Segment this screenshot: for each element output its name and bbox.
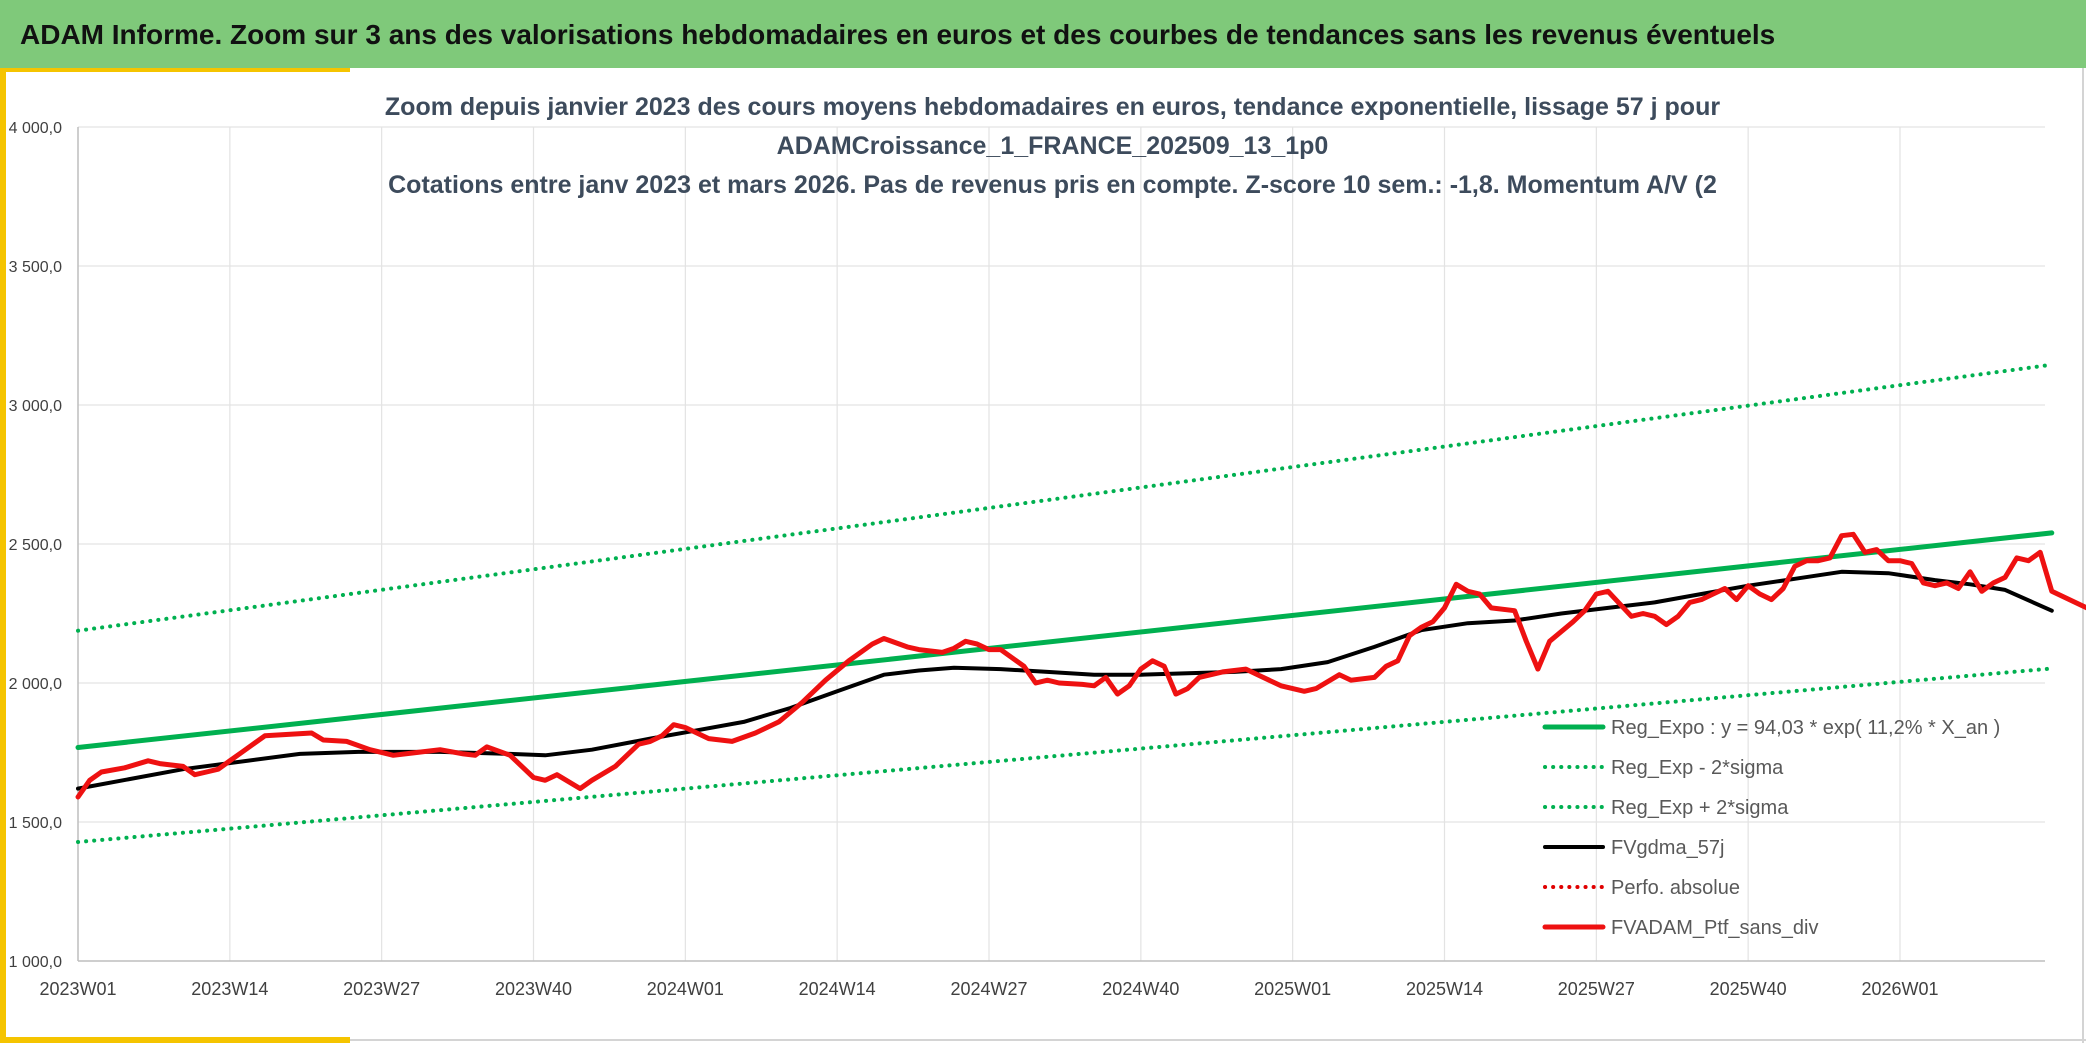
y-tick-label: 2 000,0 [9, 676, 62, 693]
page-title: ADAM Informe. Zoom sur 3 ans des valoris… [20, 19, 1776, 50]
y-tick-label: 1 500,0 [9, 815, 62, 832]
x-tick-label: 2023W40 [495, 979, 572, 999]
x-tick-label: 2023W27 [343, 979, 420, 999]
right-border [2082, 68, 2084, 1043]
x-tick-label: 2024W27 [950, 979, 1027, 999]
left-accent-bar [0, 68, 6, 1043]
y-tick-label: 2 500,0 [9, 537, 62, 554]
x-tick-label: 2023W01 [39, 979, 116, 999]
chart-title: Zoom depuis janvier 2023 des cours moyen… [60, 88, 2045, 205]
top-accent-line [0, 68, 350, 72]
bottom-border [350, 1039, 2086, 1041]
x-tick-label: 2025W40 [1710, 979, 1787, 999]
series-line-6 [75, 531, 2086, 800]
x-tick-label: 2026W01 [1861, 979, 1938, 999]
series-line-4 [76, 569, 2054, 791]
legend-label-5: Perfo. absolue [1611, 877, 1740, 899]
x-tick-label: 2025W27 [1558, 979, 1635, 999]
chart-title-line-1: Zoom depuis janvier 2023 des cours moyen… [384, 93, 1721, 121]
series-line-1 [75, 530, 2055, 750]
header-bar: ADAM Informe. Zoom sur 3 ans des valoris… [0, 0, 2086, 68]
bottom-accent-line [0, 1037, 350, 1043]
y-tick-label: 3 000,0 [9, 398, 62, 415]
series-line-2 [76, 666, 2054, 844]
series-line-3 [76, 362, 2054, 633]
y-tick-label: 1 000,0 [9, 954, 62, 971]
chart-title-line-3: Cotations entre janv 2023 et mars 2026. … [388, 171, 1717, 199]
x-tick-label: 2024W01 [647, 979, 724, 999]
x-tick-label: 2024W14 [799, 979, 876, 999]
legend-label-3: Reg_Exp + 2*sigma [1611, 797, 1789, 819]
y-tick-label: 3 500,0 [9, 259, 62, 276]
legend-label-6: FVADAM_Ptf_sans_div [1611, 917, 1819, 939]
legend-label-4: FVgdma_57j [1611, 837, 1724, 859]
x-tick-label: 2025W01 [1254, 979, 1331, 999]
legend-label-1: Reg_Expo : y = 94,03 * exp( 11,2% * X_an… [1611, 717, 2000, 739]
x-tick-label: 2024W40 [1102, 979, 1179, 999]
x-tick-label: 2023W14 [191, 979, 268, 999]
chart-title-line-2: ADAMCroissance_1_FRANCE_202509_13_1p0 [776, 132, 1329, 160]
x-tick-label: 2025W14 [1406, 979, 1483, 999]
y-tick-label: 4 000,0 [9, 120, 62, 137]
legend-label-2: Reg_Exp - 2*sigma [1611, 757, 1784, 779]
